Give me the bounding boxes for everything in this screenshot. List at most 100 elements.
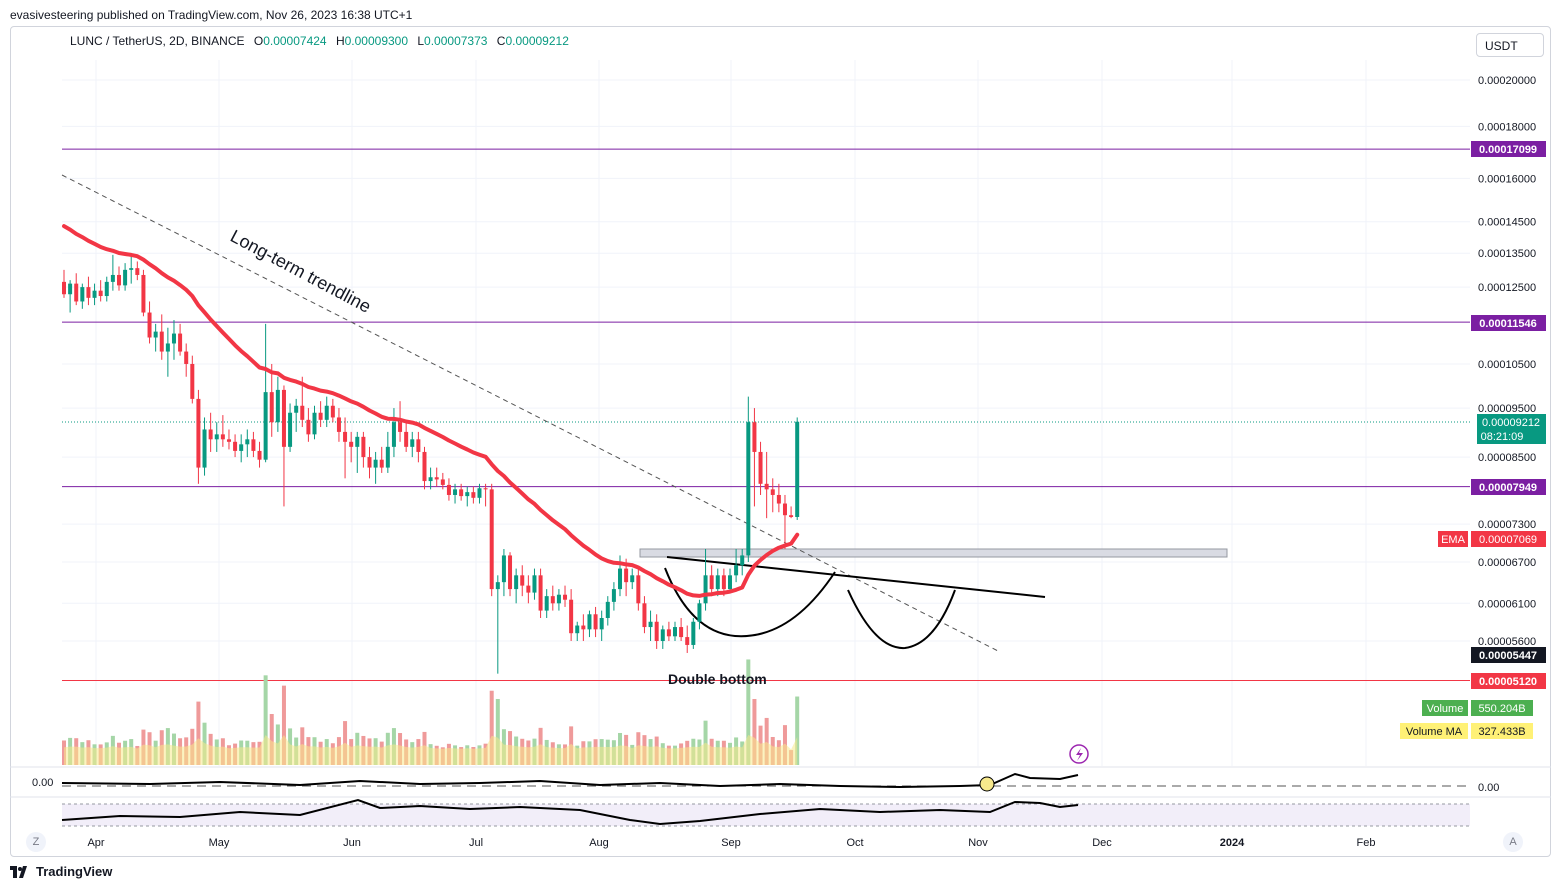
price-tick-4: 0.00013500 xyxy=(1478,248,1536,260)
candle-body xyxy=(599,618,604,630)
candle-body xyxy=(385,446,390,468)
candle-body xyxy=(446,484,451,495)
zoom-reset-left-button[interactable]: Z xyxy=(26,832,46,852)
candle-body xyxy=(721,575,726,590)
currency-selector[interactable]: USDT xyxy=(1476,33,1544,57)
auto-scale-button[interactable]: A xyxy=(1503,832,1523,852)
time-tick-5: Sep xyxy=(721,837,741,849)
low-value: 0.00007373 xyxy=(424,34,488,48)
volume-ma-area xyxy=(64,735,798,765)
candle-body xyxy=(453,489,458,495)
osc-line-2 xyxy=(61,798,1079,826)
price-tick-0: 0.00020000 xyxy=(1478,75,1536,87)
candle-body xyxy=(691,621,696,645)
candle-body xyxy=(501,555,506,583)
candle-body xyxy=(703,575,708,604)
candle-body xyxy=(165,343,170,352)
time-tick-9: 2024 xyxy=(1220,837,1245,849)
svg-text:0.00007069: 0.00007069 xyxy=(1479,534,1537,546)
candle-body xyxy=(257,450,262,460)
candle-body xyxy=(349,441,354,447)
candle-body xyxy=(300,405,305,420)
candle-body xyxy=(618,568,623,590)
candle-body xyxy=(642,603,647,628)
level-label-17099: 0.00017099 xyxy=(1471,141,1546,157)
candle-body xyxy=(245,439,250,445)
candle-body xyxy=(734,565,739,576)
candle-body xyxy=(416,439,421,452)
crosshair-price-label: 0.00005447 xyxy=(1471,647,1546,663)
candle-body xyxy=(98,290,103,297)
price-tick-5: 0.00012500 xyxy=(1478,282,1536,294)
candle-body xyxy=(611,589,616,602)
candle-body xyxy=(190,363,195,399)
svg-text:0.00011546: 0.00011546 xyxy=(1479,318,1537,330)
candle-body xyxy=(428,477,433,482)
symbol-title[interactable]: LUNC / TetherUS, 2D, BINANCE xyxy=(70,34,245,48)
candle-body xyxy=(660,629,665,641)
long-term-trendline xyxy=(61,174,1001,653)
candle-body xyxy=(624,568,629,583)
time-tick-2: Jun xyxy=(343,837,361,849)
candle-body xyxy=(391,422,396,447)
candle-body xyxy=(782,503,787,516)
candle-body xyxy=(752,422,757,452)
candle-body xyxy=(489,489,494,590)
volume-bar xyxy=(269,714,274,765)
candle-body xyxy=(508,555,513,590)
price-axis: 0.00020000 0.00018000 0.00016000 0.00014500… xyxy=(1478,75,1536,648)
time-tick-10: Feb xyxy=(1357,837,1376,849)
candle-body xyxy=(233,441,238,451)
close-value: 0.00009212 xyxy=(505,34,569,48)
svg-text:327.433B: 327.433B xyxy=(1478,726,1525,738)
price-tick-9: 0.00007300 xyxy=(1478,519,1536,531)
candle-body xyxy=(294,405,299,413)
resistance-zone xyxy=(639,548,1228,558)
candle-body xyxy=(74,283,79,302)
candle-body xyxy=(410,439,415,447)
candle-body xyxy=(178,333,183,352)
candle-body xyxy=(355,436,360,447)
candle-body xyxy=(459,489,464,497)
time-tick-3: Jul xyxy=(469,837,483,849)
candle-body xyxy=(68,283,73,295)
high-label: H xyxy=(335,34,345,48)
double-bottom-annotation: Double bottom xyxy=(668,671,767,687)
candle-body xyxy=(563,594,568,600)
candle-body xyxy=(214,434,219,440)
candle-body xyxy=(477,488,482,498)
volume-bar xyxy=(263,675,268,765)
price-tick-10: 0.00006700 xyxy=(1478,557,1536,569)
candle-body xyxy=(581,625,586,630)
candle-body xyxy=(135,268,140,275)
candle-body xyxy=(116,274,121,286)
candle-body xyxy=(526,585,531,593)
candle-body xyxy=(80,287,85,302)
price-tick-3: 0.00014500 xyxy=(1478,217,1536,229)
svg-text:0.00007949: 0.00007949 xyxy=(1479,482,1537,494)
time-tick-8: Dec xyxy=(1092,837,1112,849)
neckline xyxy=(666,556,1046,598)
candle-body xyxy=(281,389,286,447)
candle-body xyxy=(159,331,164,352)
time-axis: Apr May Jun Jul Aug Sep Oct Nov Dec 2024 Feb xyxy=(87,837,1375,849)
osc-right-label: 0.00 xyxy=(1478,782,1499,794)
candle-body xyxy=(740,555,745,566)
candle-body xyxy=(208,429,213,440)
candle-body xyxy=(569,599,574,634)
candle-body xyxy=(532,575,537,593)
candle-body xyxy=(184,351,189,364)
candle-body xyxy=(795,421,800,517)
candle-body xyxy=(422,451,427,482)
candle-body xyxy=(685,637,690,645)
candle-body xyxy=(171,333,176,344)
candle-body xyxy=(379,459,384,468)
candles xyxy=(62,253,800,674)
candle-body xyxy=(202,429,207,468)
candle-body xyxy=(758,451,763,484)
candle-body xyxy=(520,575,525,586)
candle-body xyxy=(263,392,268,460)
candle-body xyxy=(62,281,66,295)
level-label-7949: 0.00007949 xyxy=(1471,479,1546,495)
